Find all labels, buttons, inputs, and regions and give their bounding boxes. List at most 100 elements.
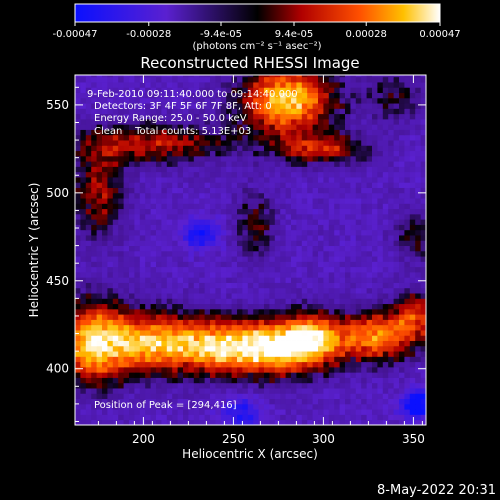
heatmap-cell	[328, 345, 335, 352]
heatmap-cell	[334, 414, 340, 421]
heatmap-cell	[204, 92, 211, 99]
heatmap-cell	[242, 271, 249, 278]
heatmap-cell	[274, 75, 281, 78]
heatmap-cell	[280, 124, 286, 130]
heatmap-cell	[183, 261, 189, 268]
heatmap-cell	[409, 203, 416, 210]
heatmap-cell	[366, 319, 373, 326]
heatmap-cell	[139, 298, 146, 305]
heatmap-cell	[172, 97, 178, 104]
heatmap-cell	[345, 382, 351, 389]
heatmap-cell	[220, 166, 227, 173]
heatmap-cell	[237, 261, 243, 268]
heatmap-cell	[172, 129, 178, 136]
heatmap-cell	[350, 161, 357, 167]
heatmap-cell	[372, 113, 378, 120]
heatmap-cell	[404, 118, 411, 125]
heatmap-cell	[274, 129, 281, 136]
heatmap-cell	[220, 134, 227, 141]
heatmap-cell	[361, 82, 367, 88]
heatmap-cell	[399, 124, 405, 130]
heatmap-cell	[226, 298, 232, 305]
heatmap-cell	[129, 166, 135, 173]
heatmap-cell	[280, 182, 286, 188]
heatmap-cell	[285, 308, 292, 315]
heatmap-cell	[274, 245, 281, 252]
heatmap-cell	[80, 198, 87, 204]
heatmap-cell	[193, 382, 200, 389]
heatmap-cell	[193, 124, 200, 130]
heatmap-cell	[145, 261, 151, 268]
heatmap-cell	[199, 398, 205, 405]
heatmap-cell	[226, 382, 232, 389]
heatmap-cell	[388, 103, 394, 109]
heatmap-cell	[345, 161, 351, 167]
heatmap-cell	[339, 361, 346, 368]
heatmap-cell	[134, 235, 141, 241]
heatmap-cell	[172, 266, 178, 273]
heatmap-cell	[328, 356, 335, 363]
heatmap-cell	[291, 372, 297, 378]
heatmap-cell	[382, 414, 389, 421]
heatmap-cell	[215, 203, 222, 210]
heatmap-cell	[102, 388, 108, 394]
heatmap-cell	[166, 166, 173, 173]
heatmap-cell	[328, 319, 335, 326]
heatmap-cell	[85, 245, 92, 252]
heatmap-cell	[139, 240, 146, 247]
heatmap-cell	[328, 213, 335, 220]
heatmap-cell	[377, 250, 384, 257]
heatmap-cell	[107, 118, 114, 125]
heatmap-cell	[274, 335, 281, 341]
heatmap-cell	[296, 161, 303, 167]
heatmap-cell	[139, 256, 146, 262]
heatmap-cell	[377, 182, 384, 188]
heatmap-cell	[231, 97, 238, 104]
heatmap-cell	[215, 240, 222, 247]
heatmap-cell	[129, 240, 135, 247]
heatmap-cell	[393, 250, 400, 257]
heatmap-cell	[307, 345, 313, 352]
heatmap-cell	[134, 277, 141, 283]
heatmap-cell	[112, 198, 119, 204]
heatmap-cell	[420, 377, 426, 384]
heatmap-cell	[415, 266, 421, 273]
heatmap-cell	[210, 113, 216, 120]
heatmap-cell	[393, 266, 400, 273]
y-tick-label: 450	[46, 274, 69, 288]
heatmap-cell	[145, 161, 151, 167]
heatmap-cell	[220, 203, 227, 210]
heatmap-cell	[183, 171, 189, 178]
heatmap-cell	[80, 361, 87, 368]
heatmap-cell	[253, 235, 259, 241]
heatmap-cell	[274, 240, 281, 247]
heatmap-cell	[377, 108, 384, 115]
heatmap-cell	[226, 229, 232, 236]
heatmap-cell	[334, 261, 340, 268]
heatmap-cell	[285, 134, 292, 141]
heatmap-cell	[361, 219, 367, 225]
heatmap-cell	[420, 92, 426, 99]
heatmap-cell	[96, 166, 103, 173]
heatmap-cell	[350, 271, 357, 278]
heatmap-cell	[393, 198, 400, 204]
heatmap-cell	[318, 361, 324, 368]
heatmap-cell	[366, 235, 373, 241]
heatmap-cell	[350, 118, 357, 125]
heatmap-cell	[226, 145, 232, 152]
heatmap-cell	[134, 97, 141, 104]
heatmap-cell	[355, 108, 362, 115]
heatmap-cell	[307, 393, 313, 400]
heatmap-cell	[172, 124, 178, 130]
heatmap-cell	[350, 266, 357, 273]
heatmap-cell	[118, 166, 124, 173]
heatmap-cell	[409, 75, 416, 78]
heatmap-cell	[274, 319, 281, 326]
heatmap-cell	[91, 414, 97, 421]
heatmap-cell	[334, 187, 340, 194]
heatmap-cell	[107, 382, 114, 389]
heatmap-cell	[377, 75, 384, 78]
heatmap-cell	[415, 140, 421, 146]
heatmap-cell	[237, 124, 243, 130]
heatmap-cell	[350, 171, 357, 178]
